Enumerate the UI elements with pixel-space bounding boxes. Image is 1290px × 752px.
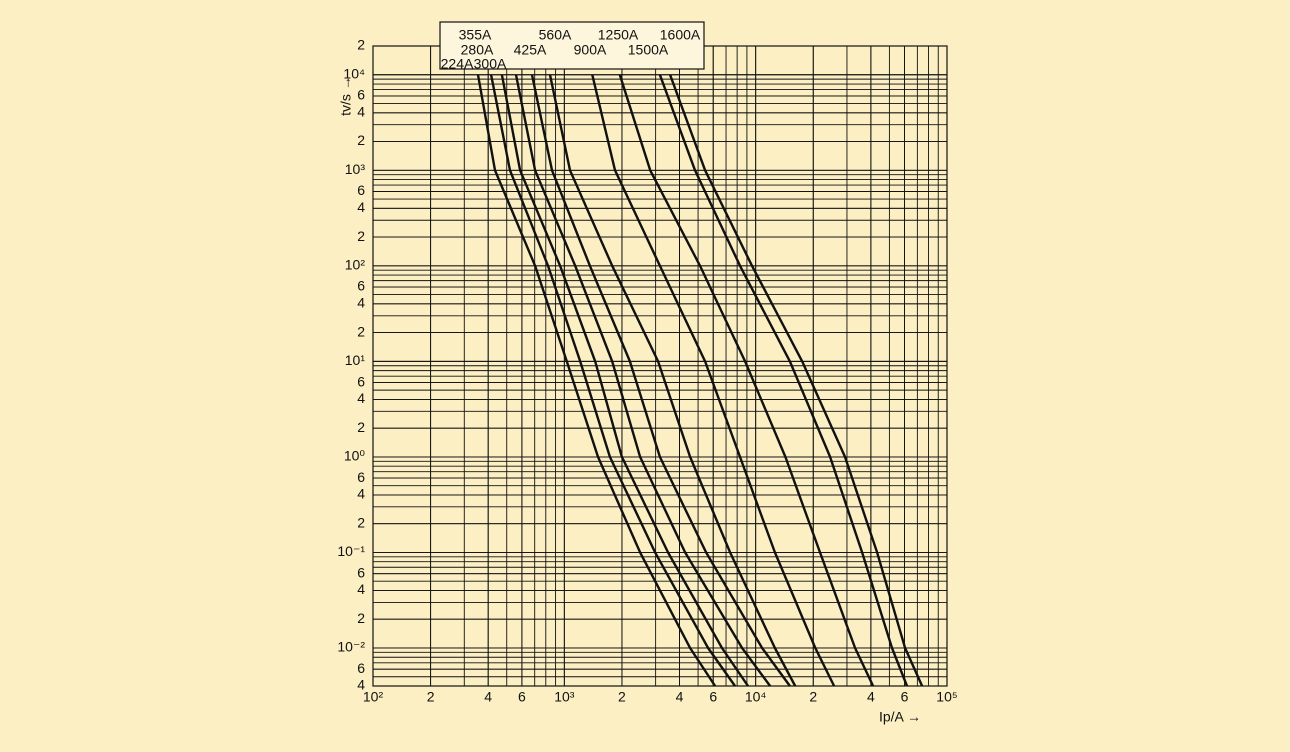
x-tick-label: 6	[709, 689, 717, 705]
fuse-curve	[668, 74, 924, 687]
y-tick-label: 10⁻²	[337, 639, 365, 655]
y-tick-label: 2	[357, 228, 365, 244]
y-tick-label: 2	[357, 610, 365, 626]
fuse-curve	[591, 74, 836, 687]
y-tick-label: 6	[357, 87, 365, 103]
y-tick-label: 10⁴	[343, 65, 365, 81]
fuse-curve	[500, 74, 749, 687]
x-tick-label: 10²	[363, 689, 384, 705]
x-tick-label: 6	[901, 689, 909, 705]
curves	[476, 74, 924, 687]
y-tick-label: 4	[357, 581, 365, 597]
y-tick-label: 6	[357, 373, 365, 389]
y-tick-label: 6	[357, 469, 365, 485]
curve-label: 1250A	[598, 27, 639, 43]
y-tick-label: 10¹	[345, 352, 366, 368]
x-tick-label: 10⁵	[936, 689, 957, 705]
y-tick-label: 6	[357, 660, 365, 676]
curve-label: 280A	[461, 42, 494, 58]
x-tick-label: 2	[809, 689, 817, 705]
x-tick-label: 10³	[554, 689, 575, 705]
y-tick-label: 10²	[345, 257, 366, 273]
y-tick-label: 6	[357, 278, 365, 294]
curve-label: 1600A	[660, 27, 701, 43]
fuse-curve	[548, 74, 797, 687]
grid	[372, 45, 948, 687]
y-tick-label: 10⁻¹	[337, 543, 365, 559]
fuse-curve	[489, 74, 736, 687]
curve-label: 300A	[474, 56, 507, 72]
y-tick-label: 6	[357, 182, 365, 198]
curve-label: 224A	[441, 56, 474, 72]
fuse-curve	[658, 74, 909, 687]
y-tick-label: 2	[357, 37, 365, 53]
y-tick-label: 4	[357, 199, 365, 215]
y-tick-label: 4	[357, 390, 365, 406]
x-tick-label: 10⁴	[745, 689, 767, 705]
x-tick-label: 6	[518, 689, 526, 705]
x-axis-label: Ip/A →	[879, 709, 921, 725]
y-tick-label: 6	[357, 564, 365, 580]
labels: 10² 2 4 6 10³ 2 4 6 10⁴ 2 4 6 10⁵210⁴64210³64210²642…	[337, 27, 957, 705]
fuse-curve	[514, 74, 772, 687]
x-tick-label: 4	[484, 689, 492, 705]
y-tick-label: 10³	[345, 161, 366, 177]
y-tick-label: 2	[357, 132, 365, 148]
x-tick-label: 2	[427, 689, 435, 705]
curve-label: 1500A	[628, 42, 669, 58]
y-tick-label: 10⁰	[344, 448, 366, 464]
x-tick-label: 2	[618, 689, 626, 705]
y-tick-label: 4	[357, 295, 365, 311]
y-axis-label: tv/s →	[338, 76, 354, 116]
legend-box	[439, 21, 705, 70]
y-tick-label: 4	[357, 486, 365, 502]
y-tick-label: 2	[357, 419, 365, 435]
curve-label: 560A	[539, 27, 572, 43]
x-tick-label: 4	[676, 689, 684, 705]
curve-label: 425A	[514, 42, 547, 58]
curve-label: 900A	[574, 42, 607, 58]
y-tick-label: 4	[357, 677, 365, 693]
y-tick-label: 4	[357, 103, 365, 119]
x-tick-label: 4	[867, 689, 875, 705]
y-tick-label: 2	[357, 514, 365, 530]
curve-label: 355A	[459, 27, 492, 43]
y-tick-label: 2	[357, 323, 365, 339]
fuse-curve	[476, 74, 717, 687]
fuse-curve	[618, 74, 875, 687]
fuse-curve	[530, 74, 791, 687]
